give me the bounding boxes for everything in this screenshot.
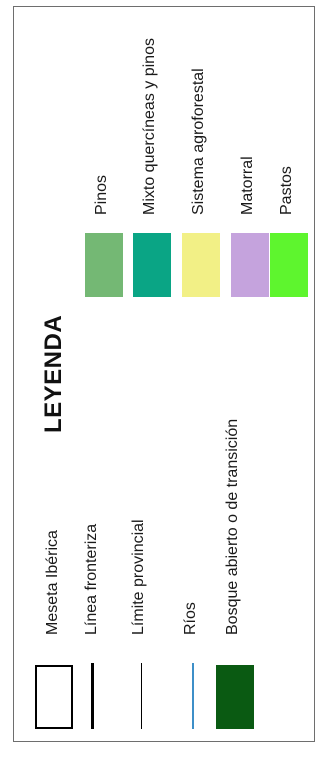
matorral-swatch [231, 233, 269, 297]
agroforestal-swatch [182, 233, 220, 297]
pinos-swatch [85, 233, 123, 297]
pastos-label: Pastos [278, 166, 295, 215]
legend-content: LEYENDA Meseta Ibérica Línea fronteriza … [14, 7, 316, 743]
bosque-abierto-swatch [216, 665, 254, 729]
rios-symbol [192, 663, 194, 729]
pinos-label: Pinos [93, 174, 110, 215]
rios-label: Ríos [182, 602, 199, 635]
limite-provincial-label: Límite provincial [130, 519, 147, 635]
agroforestal-label: Sistema agroforestal [190, 68, 207, 215]
bosque-abierto-label: Bosque abierto o de transición [224, 418, 241, 635]
meseta-iberica-symbol [35, 665, 73, 729]
linea-fronteriza-label: Línea fronteriza [83, 523, 100, 635]
pastos-swatch [270, 233, 308, 297]
matorral-label: Matorral [239, 156, 256, 215]
linea-fronteriza-symbol [91, 663, 94, 729]
limite-provincial-symbol [141, 663, 142, 729]
legend-title: LEYENDA [40, 314, 67, 433]
legend-panel: LEYENDA Meseta Ibérica Línea fronteriza … [13, 6, 315, 742]
mixto-swatch [133, 233, 171, 297]
meseta-iberica-label: Meseta Ibérica [44, 530, 61, 635]
mixto-label: Mixto quercíneas y pinos [141, 38, 158, 215]
